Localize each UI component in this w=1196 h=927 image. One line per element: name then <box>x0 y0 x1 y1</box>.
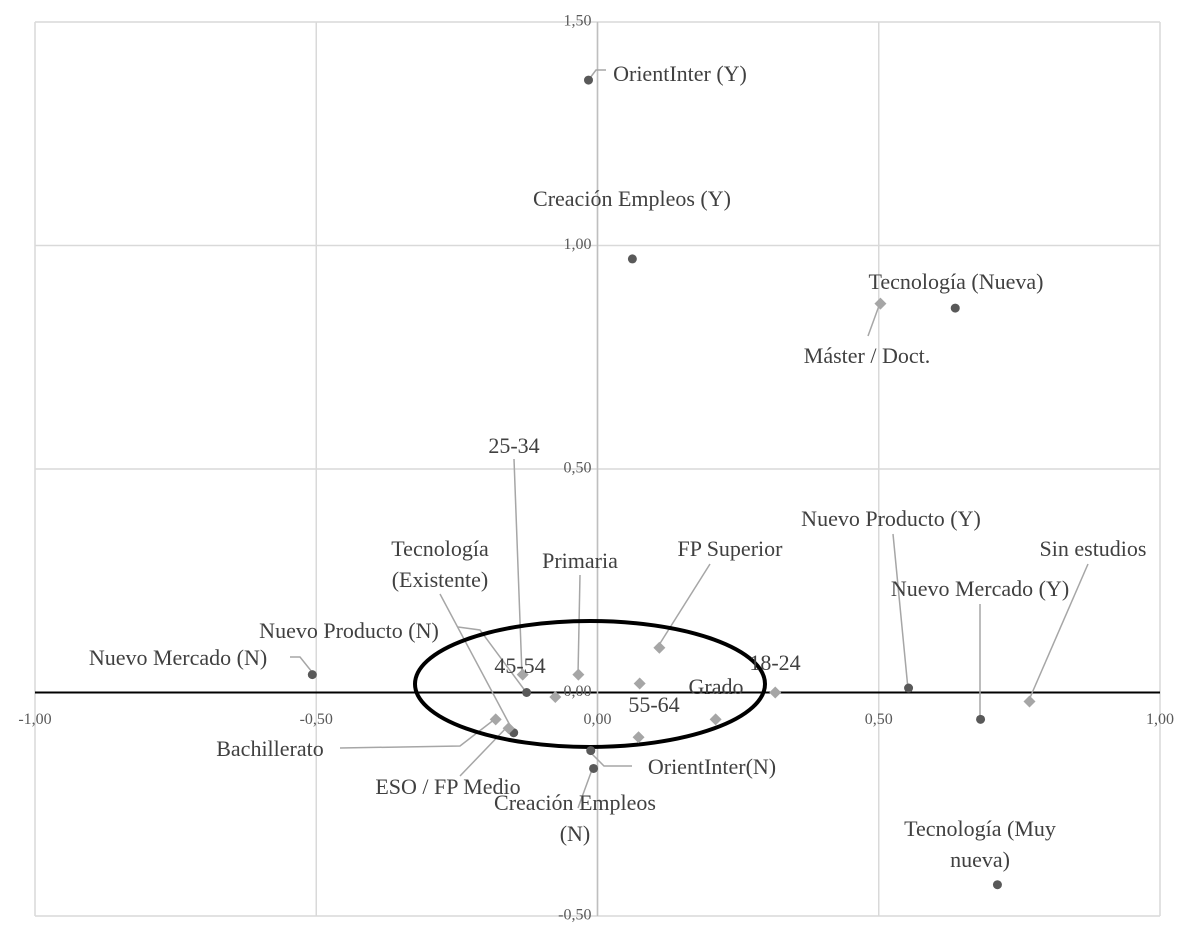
point-label: Nuevo Mercado (N) <box>88 645 268 670</box>
y-tick-label: 1,50 <box>564 13 592 30</box>
point <box>632 731 645 744</box>
point <box>502 722 515 735</box>
leader-line <box>339 718 496 749</box>
point-label: ESO / FP Medio <box>375 774 521 799</box>
leader-line <box>1028 563 1089 701</box>
point-label: Sin estudios <box>1039 536 1147 561</box>
point <box>992 880 1002 890</box>
x-tick-label: 1,00 <box>1146 711 1174 728</box>
x-tick-label: 0,00 <box>584 711 612 728</box>
leader-line <box>658 563 711 646</box>
x-tick-label: -0,50 <box>300 711 333 728</box>
point-label: FP Superior <box>677 536 783 561</box>
point <box>586 746 596 756</box>
point-label: Bachillerato <box>216 736 324 761</box>
point-label: Nuevo Producto (N) <box>259 618 439 643</box>
x-tick-label: -1,00 <box>18 711 51 728</box>
point <box>489 713 502 726</box>
leader-line <box>589 69 606 79</box>
y-tick-label: -0,50 <box>558 907 591 924</box>
y-tick-label: 1,00 <box>564 236 592 253</box>
point-label: OrientInter(N) <box>647 754 777 779</box>
point <box>516 668 529 681</box>
point <box>589 763 599 773</box>
point-label: Primaria <box>542 548 618 573</box>
point-label: Creación Empleos (Y) <box>533 186 731 211</box>
point <box>950 303 960 313</box>
leader-line <box>589 751 632 767</box>
point <box>874 297 887 310</box>
point-label: Nuevo Producto (Y) <box>801 506 981 531</box>
point <box>1023 695 1036 708</box>
point-label: Tecnología (Muy nueva) <box>904 816 1056 872</box>
point <box>549 690 562 703</box>
y-tick-label: 0,00 <box>564 683 592 700</box>
point-label: Nuevo Mercado (Y) <box>890 576 1070 601</box>
point-label: 45-54 <box>494 653 546 678</box>
leader-line <box>577 574 581 676</box>
point-label: Creación Empleos (N) <box>494 790 656 846</box>
point <box>584 75 593 85</box>
point <box>572 668 585 681</box>
point <box>653 641 666 654</box>
point <box>633 677 646 690</box>
point <box>976 714 986 724</box>
point-label: OrientInter (Y) <box>613 61 747 86</box>
leader-line <box>577 766 594 809</box>
point-label: Máster / Doct. <box>803 343 931 368</box>
point-label: Tecnología (Nueva) <box>868 269 1044 294</box>
point-label: 25-34 <box>488 433 540 458</box>
point <box>522 688 532 697</box>
leader-line <box>290 656 313 673</box>
leader-line <box>439 593 514 732</box>
leader-line <box>892 533 909 690</box>
point <box>904 683 914 693</box>
y-tick-label: 0,50 <box>564 460 592 477</box>
leader-line <box>867 302 881 337</box>
point <box>307 670 317 680</box>
leader-line <box>459 725 509 777</box>
leader-line <box>457 626 527 693</box>
point-label: Grado <box>688 674 744 699</box>
point <box>769 686 782 699</box>
point-label: 18-24 <box>749 650 801 675</box>
point <box>709 713 722 726</box>
point <box>627 254 637 264</box>
point-label: Tecnología (Existente) <box>391 536 489 592</box>
leader-line <box>513 458 523 676</box>
x-tick-label: 0,50 <box>865 711 893 728</box>
point-label: 55-64 <box>628 692 680 717</box>
